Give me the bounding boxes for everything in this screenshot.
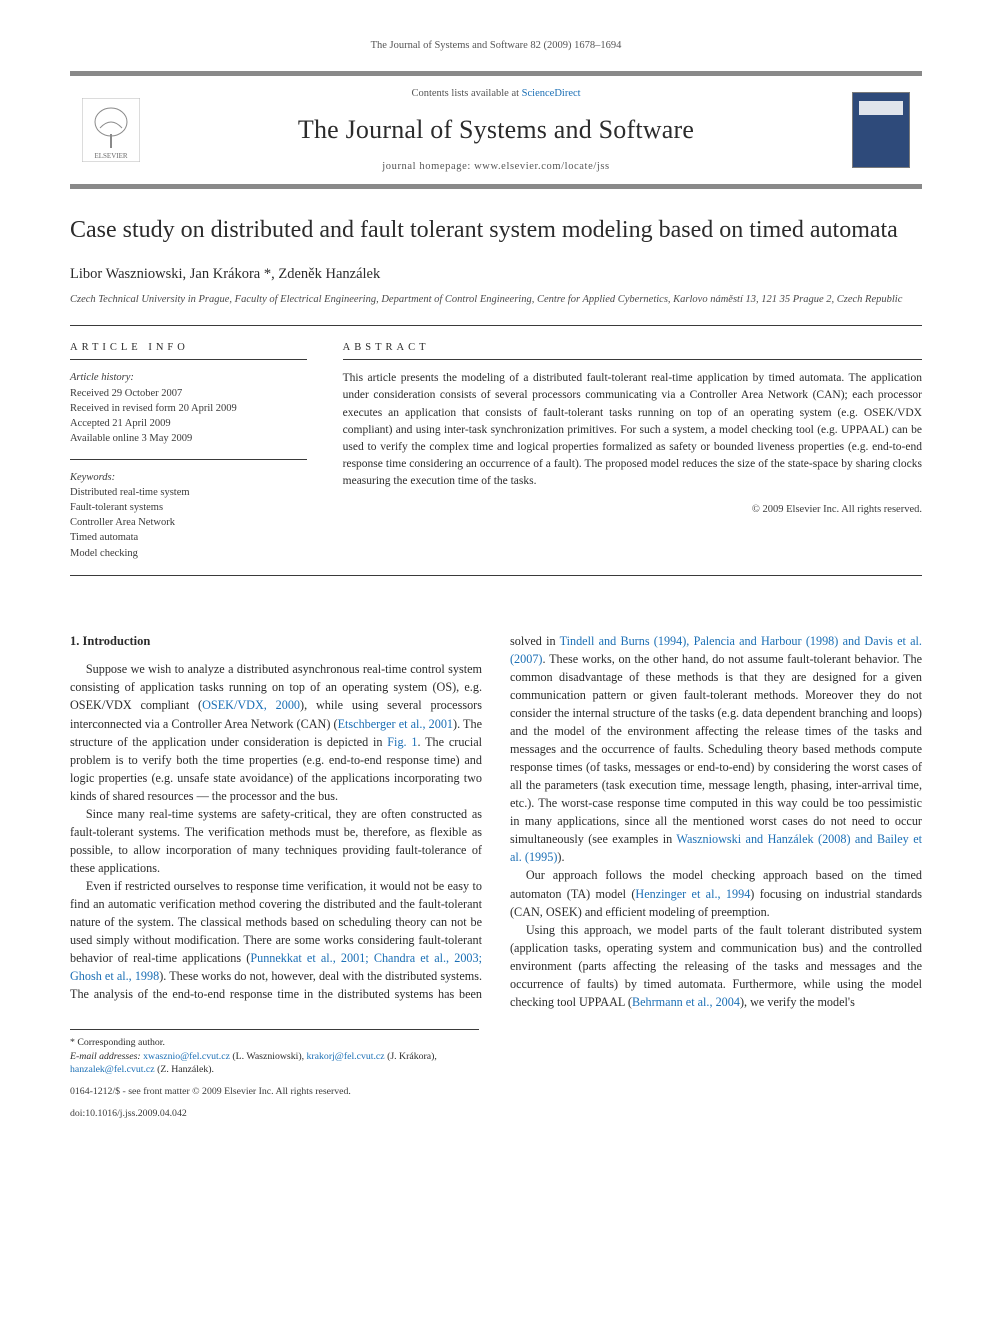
citation-link[interactable]: Etschberger et al., 2001 (338, 717, 453, 731)
citation-link[interactable]: Henzinger et al., 1994 (635, 887, 750, 901)
contents-available-line: Contents lists available at ScienceDirec… (140, 86, 852, 101)
keyword-item: Model checking (70, 546, 307, 561)
body-text: ), we verify the model's (740, 995, 855, 1009)
running-head: The Journal of Systems and Software 82 (… (70, 38, 922, 53)
email-name: (L. Waszniowski), (230, 1051, 307, 1062)
citation-link[interactable]: Behrmann et al., 2004 (632, 995, 740, 1009)
corresponding-author-note: * Corresponding author. (70, 1036, 479, 1050)
info-and-abstract: ARTICLE INFO Article history: Received 2… (70, 325, 922, 576)
article-info-heading: ARTICLE INFO (70, 340, 307, 355)
article-history-label: Article history: (70, 372, 134, 383)
sciencedirect-link[interactable]: ScienceDirect (522, 88, 581, 99)
email-name: (Z. Hanzálek). (155, 1064, 214, 1075)
footnotes: * Corresponding author. E-mail addresses… (70, 1029, 479, 1077)
body-text: . These works, on the other hand, do not… (510, 652, 922, 846)
history-item: Received in revised form 20 April 2009 (70, 401, 307, 416)
body-paragraph: Since many real-time systems are safety-… (70, 805, 482, 877)
abstract-heading: ABSTRACT (343, 340, 922, 355)
body-text: ). (557, 850, 564, 864)
body-paragraph: Suppose we wish to analyze a distributed… (70, 660, 482, 804)
contents-prefix: Contents lists available at (411, 88, 521, 99)
journal-cover-thumb-icon (852, 92, 910, 168)
keywords-rule (70, 459, 307, 460)
author-email-link[interactable]: xwasznio@fel.cvut.cz (143, 1051, 230, 1062)
history-item: Accepted 21 April 2009 (70, 416, 307, 431)
abstract-rule (343, 359, 922, 360)
affiliation: Czech Technical University in Prague, Fa… (70, 293, 922, 307)
keywords-block: Keywords: Distributed real-time system F… (70, 470, 307, 561)
keyword-item: Fault-tolerant systems (70, 500, 307, 515)
abstract-column: ABSTRACT This article presents the model… (343, 326, 922, 575)
article-info-rule (70, 359, 307, 360)
keyword-item: Controller Area Network (70, 515, 307, 530)
body-paragraph: Using this approach, we model parts of t… (510, 921, 922, 1011)
journal-title: The Journal of Systems and Software (140, 111, 852, 149)
footer-issn: 0164-1212/$ - see front matter © 2009 El… (70, 1085, 479, 1099)
citation-link[interactable]: OSEK/VDX, 2000 (202, 698, 300, 712)
publisher-block: ELSEVIER (82, 98, 140, 162)
keywords-label: Keywords: (70, 472, 115, 483)
history-item: Received 29 October 2007 (70, 386, 307, 401)
journal-topbar: ELSEVIER Contents lists available at Sci… (70, 71, 922, 189)
email-line: E-mail addresses: xwasznio@fel.cvut.cz (… (70, 1050, 479, 1077)
email-label: E-mail addresses: (70, 1051, 143, 1062)
journal-id-block: Contents lists available at ScienceDirec… (140, 86, 852, 174)
email-name: (J. Krákora), (385, 1051, 437, 1062)
author-list: Libor Waszniowski, Jan Krákora *, Zdeněk… (70, 264, 922, 285)
svg-text:ELSEVIER: ELSEVIER (94, 152, 127, 160)
keyword-item: Timed automata (70, 530, 307, 545)
history-item: Available online 3 May 2009 (70, 431, 307, 446)
keyword-item: Distributed real-time system (70, 485, 307, 500)
body-paragraph: Our approach follows the model checking … (510, 866, 922, 920)
section-heading: 1. Introduction (70, 632, 482, 651)
article-body: 1. Introduction Suppose we wish to analy… (70, 632, 922, 1011)
article-history-block: Article history: Received 29 October 200… (70, 370, 307, 446)
article-title: Case study on distributed and fault tole… (70, 215, 922, 246)
author-email-link[interactable]: krakorj@fel.cvut.cz (307, 1051, 385, 1062)
footer-doi: doi:10.1016/j.jss.2009.04.042 (70, 1107, 479, 1121)
abstract-copyright: © 2009 Elsevier Inc. All rights reserved… (343, 502, 922, 517)
article-info-column: ARTICLE INFO Article history: Received 2… (70, 326, 319, 575)
abstract-text: This article presents the modeling of a … (343, 370, 922, 489)
figure-ref-link[interactable]: Fig. 1 (387, 735, 417, 749)
author-email-link[interactable]: hanzalek@fel.cvut.cz (70, 1064, 155, 1075)
elsevier-logo-icon: ELSEVIER (82, 98, 140, 162)
journal-homepage[interactable]: journal homepage: www.elsevier.com/locat… (140, 159, 852, 174)
